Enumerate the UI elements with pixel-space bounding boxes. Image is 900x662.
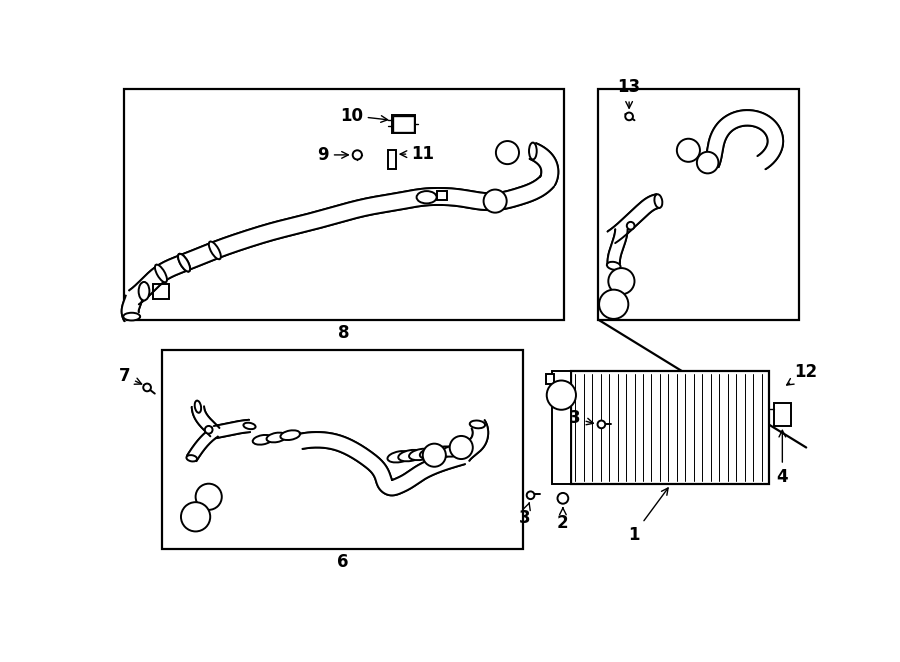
Text: 3: 3 [569,409,593,427]
Circle shape [496,141,519,164]
Text: 6: 6 [337,553,348,571]
Ellipse shape [178,254,190,271]
Polygon shape [530,143,558,185]
Bar [388,150,396,169]
Circle shape [608,268,634,295]
Bar [163,350,523,549]
Polygon shape [122,296,142,321]
Ellipse shape [654,194,662,208]
Ellipse shape [178,254,190,271]
Circle shape [813,388,821,396]
Bar [393,117,413,132]
Text: 2: 2 [557,508,569,532]
Ellipse shape [186,455,197,461]
Bar [153,284,168,299]
Circle shape [423,444,446,467]
Bar [552,371,571,485]
Polygon shape [300,432,465,495]
Circle shape [626,113,633,120]
Ellipse shape [281,430,301,440]
Ellipse shape [155,265,167,283]
Circle shape [598,420,605,428]
Ellipse shape [399,450,423,461]
Ellipse shape [123,312,140,320]
Text: 13: 13 [617,78,641,108]
Ellipse shape [266,433,286,442]
Circle shape [143,383,151,391]
Bar [774,403,791,426]
Polygon shape [130,175,554,305]
Polygon shape [192,406,220,436]
Text: 7: 7 [119,367,141,385]
Ellipse shape [409,449,434,460]
Circle shape [626,222,634,230]
Circle shape [546,381,576,410]
Ellipse shape [243,423,256,429]
Circle shape [599,290,628,319]
Bar [436,191,447,201]
Ellipse shape [139,282,149,301]
Ellipse shape [470,420,485,428]
Circle shape [557,493,568,504]
Bar [546,373,554,385]
Circle shape [677,139,700,162]
Text: 1: 1 [628,488,668,544]
Text: 8: 8 [338,324,350,342]
Polygon shape [456,420,488,461]
Circle shape [697,152,718,173]
Text: 12: 12 [787,363,818,385]
Ellipse shape [194,401,201,413]
Text: 3: 3 [518,503,530,526]
Polygon shape [187,428,218,461]
Ellipse shape [607,261,621,269]
Text: 4: 4 [777,430,788,486]
Ellipse shape [441,446,465,457]
Ellipse shape [253,435,273,445]
Polygon shape [608,194,659,243]
Bar [598,89,798,320]
Text: 10: 10 [339,107,388,124]
Polygon shape [214,420,250,438]
Bar [571,371,770,485]
Circle shape [195,484,221,510]
Ellipse shape [430,446,454,458]
Circle shape [526,491,535,499]
Ellipse shape [529,142,536,160]
Circle shape [205,426,212,434]
Circle shape [483,189,507,213]
Ellipse shape [419,448,445,459]
Ellipse shape [209,242,220,260]
Ellipse shape [417,191,436,203]
Circle shape [450,436,472,459]
Text: 9: 9 [317,146,348,164]
Circle shape [353,150,362,160]
Bar [124,89,564,320]
Text: 11: 11 [400,145,434,163]
Ellipse shape [388,451,412,463]
Polygon shape [608,229,627,265]
Circle shape [181,502,211,532]
Text: 5: 5 [0,661,1,662]
Polygon shape [705,110,783,169]
Bar [392,115,415,133]
